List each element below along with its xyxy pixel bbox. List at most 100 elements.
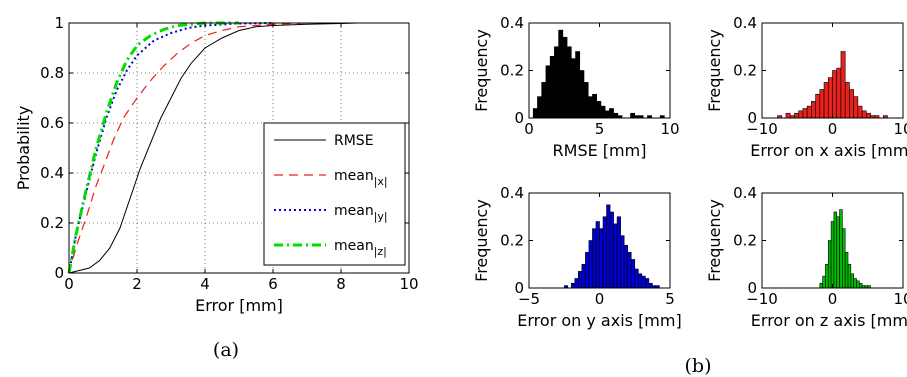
legend-entry: RMSE <box>334 133 374 149</box>
x-tick-label: 5 <box>595 120 605 138</box>
histogram-bar <box>604 110 610 119</box>
legend-entry-subscript: |z| <box>374 245 387 258</box>
histogram-bar <box>588 240 593 289</box>
y-tick-label: 0.6 <box>40 114 64 132</box>
histogram-bar <box>613 112 619 119</box>
y-tick-label: 0.2 <box>40 214 64 232</box>
histogram-bar <box>583 82 589 119</box>
y-tick-label: 0.4 <box>500 184 524 202</box>
histogram-bar <box>578 271 583 289</box>
y-axis-label: Frequency <box>705 199 724 282</box>
histogram-bar <box>596 101 602 119</box>
y-tick-label: 0.2 <box>733 62 757 80</box>
x-axis-label: Error on x axis [mm] <box>750 141 907 160</box>
series-line <box>68 22 308 274</box>
legend-entry-name: mean <box>334 168 374 184</box>
histogram-bar <box>570 58 576 119</box>
histogram-bar <box>641 275 646 289</box>
x-tick-label: 10 <box>399 275 418 293</box>
y-tick-label: 0.4 <box>733 14 757 32</box>
histogram-bar <box>592 228 597 289</box>
histogram-bar <box>822 275 826 289</box>
axes-frame <box>68 22 410 274</box>
legend-entry-name: mean <box>334 203 374 219</box>
histogram-bar <box>856 280 860 289</box>
histogram-bar <box>827 77 833 119</box>
histogram-bar <box>847 263 852 289</box>
x-axis-label: Error on z axis [mm] <box>751 311 907 330</box>
histogram-bar <box>581 263 586 289</box>
histogram-bar <box>844 82 850 119</box>
histogram-bar <box>620 235 625 289</box>
histogram-bar <box>853 96 859 119</box>
histogram-bar <box>833 211 838 289</box>
caption-a: (a) <box>213 339 239 361</box>
histogram-bar <box>602 216 607 289</box>
histogram-bar <box>541 82 547 119</box>
x-tick-label: 0 <box>828 120 838 138</box>
legend-box <box>263 122 406 266</box>
y-axis-label: Frequency <box>472 199 491 282</box>
histogram-bar <box>554 46 559 119</box>
histogram-bar <box>844 252 849 289</box>
histogram-bar <box>842 228 846 289</box>
histogram-bar <box>853 278 857 289</box>
histogram-bar <box>836 216 840 289</box>
histogram-bar <box>840 51 846 119</box>
caption-b: (b) <box>685 355 712 377</box>
histogram-bar <box>599 228 604 289</box>
x-tick-label: 10 <box>893 120 907 138</box>
y-tick-label: 0.4 <box>500 14 524 32</box>
histogram-bar <box>819 282 823 289</box>
y-tick-label: 0 <box>514 109 524 127</box>
x-tick-label: 5 <box>665 290 675 308</box>
histogram-bar <box>806 105 812 119</box>
histogram-bar <box>532 108 538 119</box>
legend-entry-name: mean <box>334 238 374 254</box>
histogram-bar <box>830 221 835 289</box>
series-line <box>67 21 239 274</box>
y-tick-label: 0 <box>54 264 64 282</box>
histogram-bar <box>585 252 590 289</box>
y-axis-label: Frequency <box>472 29 491 112</box>
y-tick-label: 0.2 <box>733 232 757 250</box>
y-tick-label: 0.2 <box>500 62 524 80</box>
histogram-bar <box>600 105 606 119</box>
cdf-plot: 0 2 4 6 8 10 0 0.2 0.4 0.6 0.8 1 Error [mm] Probabili… <box>14 14 419 315</box>
histogram-bar <box>609 108 614 119</box>
histogram-bar <box>549 55 555 119</box>
x-axis-label: Error [mm] <box>195 296 283 315</box>
x-tick-label: −5 <box>518 290 540 308</box>
histogram-bar <box>566 46 572 119</box>
y-tick-label: 0.8 <box>40 64 64 82</box>
histogram-bar <box>827 240 832 289</box>
histogram-bar <box>866 112 871 119</box>
histogram-bar <box>825 263 829 289</box>
histogram-bar <box>832 70 838 119</box>
histogram-bar <box>637 273 643 289</box>
histogram-bar <box>815 93 821 119</box>
histogram-bar <box>849 89 854 119</box>
legend-entry: mean|x| <box>334 168 388 188</box>
x-axis-label: Error on y axis [mm] <box>517 311 681 330</box>
histogram-bar <box>613 223 618 289</box>
histogram-bar <box>558 29 564 119</box>
histogram-bar <box>823 82 829 119</box>
y-tick-label: 0.4 <box>40 164 64 182</box>
histogram-bar <box>634 268 639 289</box>
legend-entry-name: RMSE <box>334 133 374 149</box>
histogram-bar <box>574 278 579 289</box>
histogram-bar <box>592 93 597 119</box>
histogram-bar <box>857 105 863 119</box>
y-axis-label: Probability <box>14 106 33 191</box>
x-tick-label: 6 <box>268 275 278 293</box>
x-tick-label: 0 <box>524 120 534 138</box>
histogram-bar <box>606 204 611 289</box>
histogram-bar <box>794 112 799 119</box>
histogram-bar <box>836 67 842 119</box>
y-tick-label: 0 <box>747 109 757 127</box>
y-tick-label: 0 <box>514 279 524 297</box>
histogram-bar <box>798 110 804 119</box>
x-tick-label: 2 <box>132 275 142 293</box>
